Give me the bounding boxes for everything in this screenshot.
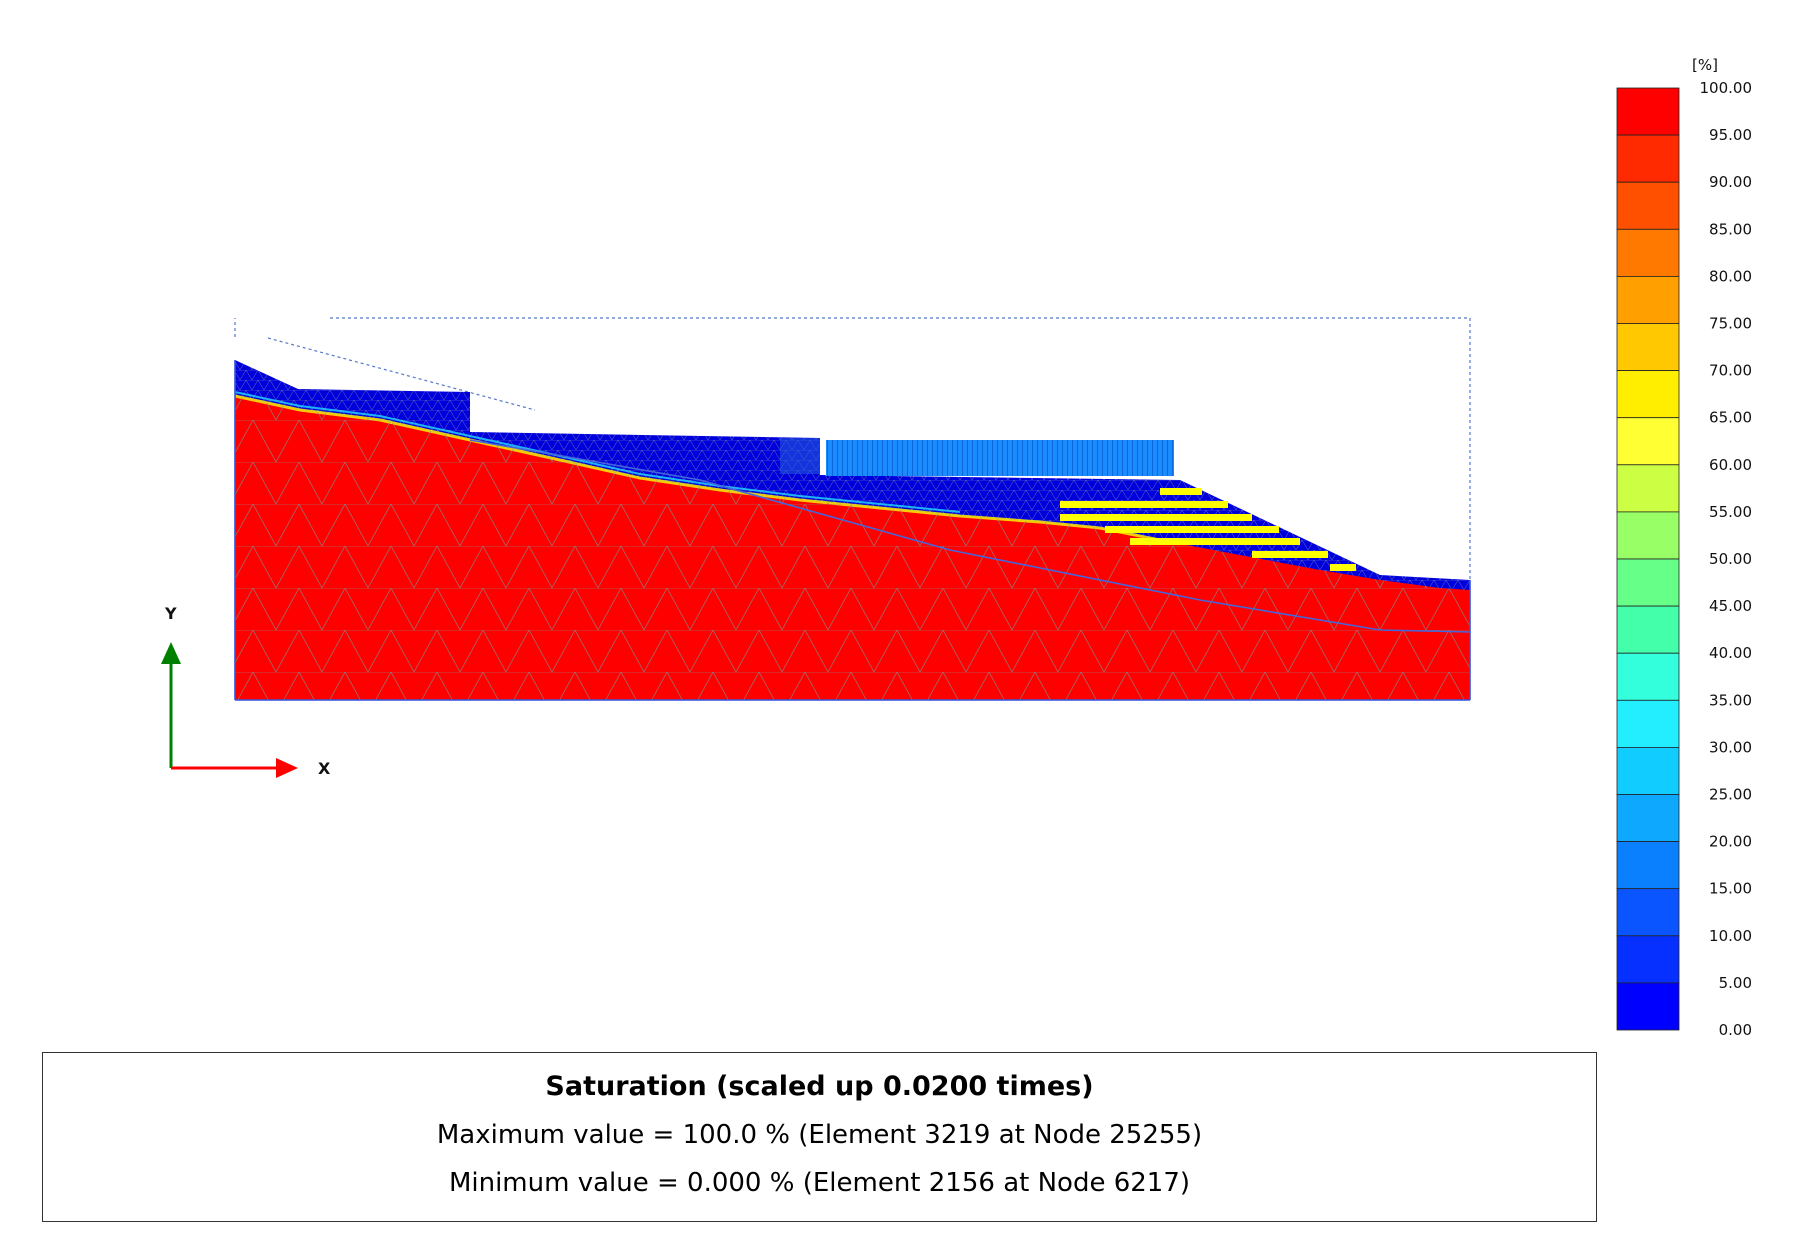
legend-band [1616, 605, 1680, 654]
legend-band [1616, 87, 1680, 136]
model-section [234, 317, 1471, 701]
legend-band [1616, 888, 1680, 937]
legend-band [1616, 652, 1680, 701]
legend-label: 10.00 [1709, 927, 1752, 945]
legend-band [1616, 275, 1680, 324]
legend-label: 40.00 [1709, 644, 1752, 662]
anchor-1 [1160, 488, 1202, 495]
structure-hatch [826, 440, 1174, 476]
legend-label: 65.00 [1709, 409, 1752, 427]
layer-boundary [469, 439, 1471, 633]
legend-label: 90.00 [1709, 173, 1752, 191]
legend-label: 75.00 [1709, 315, 1752, 333]
legend-label: 20.00 [1709, 833, 1752, 851]
legend-label: 100.00 [1700, 79, 1753, 97]
saturated-mesh [235, 396, 1470, 700]
legend-label: 0.00 [1719, 1021, 1752, 1039]
structure-block-left [780, 438, 820, 474]
legend-band [1616, 794, 1680, 842]
anchor-6 [1252, 551, 1328, 558]
legend-band [1616, 370, 1680, 419]
color-legend: [%] 100.00 95.00 90.00 85.00 80.00 75.00 70.00… [1616, 56, 1753, 1039]
anchor-4 [1105, 526, 1279, 533]
legend-label: 15.00 [1709, 880, 1752, 898]
legend-band [1616, 511, 1680, 560]
x-axis-label: X [318, 759, 331, 778]
legend-label: 30.00 [1709, 738, 1752, 756]
legend-band [1616, 228, 1680, 277]
minimum-value-line: Minimum value = 0.000 % (Element 2156 at… [448, 1168, 1191, 1198]
anchor-3 [1060, 514, 1252, 521]
y-axis-label: Y [164, 604, 177, 623]
legend-band [1616, 982, 1680, 1031]
legend-label: 25.00 [1709, 786, 1752, 804]
axis-triad: Y X [161, 604, 331, 778]
anchor-group [1060, 488, 1356, 571]
legend-label: 60.00 [1709, 456, 1752, 474]
legend-label: 45.00 [1709, 597, 1752, 615]
legend-unit: [%] [1692, 56, 1718, 74]
model-bottom [234, 360, 1471, 701]
legend-label: 80.00 [1709, 267, 1752, 285]
result-info-box: Saturation (scaled up 0.0200 times) Maxi… [42, 1052, 1597, 1222]
legend-label: 70.00 [1709, 362, 1752, 380]
legend-band [1616, 464, 1680, 513]
result-title: Saturation (scaled up 0.0200 times) [545, 1071, 1094, 1102]
legend-band [1616, 747, 1680, 795]
legend-band [1616, 558, 1680, 607]
legend-label: 5.00 [1719, 974, 1752, 992]
legend-label: 35.00 [1709, 691, 1752, 709]
x-axis-arrowhead [276, 758, 298, 778]
legend-label: 55.00 [1709, 503, 1752, 521]
legend-band [1616, 134, 1680, 183]
legend-band [1616, 181, 1680, 230]
boundary-outline [234, 317, 1471, 580]
legend-band [1616, 841, 1680, 890]
legend-label: 95.00 [1709, 126, 1752, 144]
legend-band [1616, 699, 1680, 748]
legend-band [1616, 323, 1680, 371]
legend-band [1616, 935, 1680, 984]
y-axis-arrowhead [161, 642, 181, 664]
anchor-5 [1130, 538, 1300, 545]
legend-band [1616, 417, 1680, 466]
legend-label: 85.00 [1709, 220, 1752, 238]
anchor-2 [1060, 501, 1228, 508]
maximum-value-line: Maximum value = 100.0 % (Element 3219 at… [436, 1120, 1203, 1150]
capillary-fringe-cyan [234, 391, 961, 513]
legend-label: 50.00 [1709, 550, 1752, 568]
anchor-7 [1330, 564, 1356, 571]
